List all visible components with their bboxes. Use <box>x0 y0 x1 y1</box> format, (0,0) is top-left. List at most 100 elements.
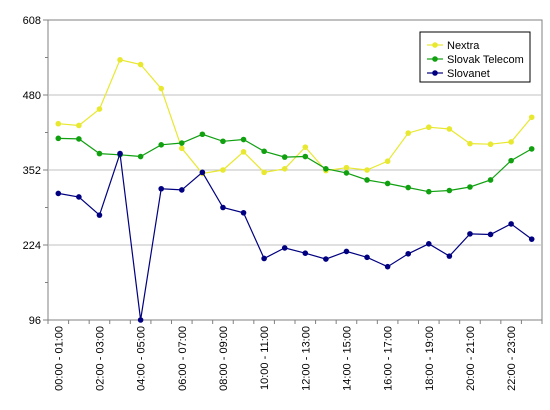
data-point <box>425 124 432 131</box>
data-point <box>55 190 62 197</box>
y-axis: 96 224 352 480 608 <box>23 15 48 327</box>
legend-label: Slovak Telecom <box>447 54 524 66</box>
data-point <box>323 256 329 262</box>
data-point <box>384 180 391 187</box>
y-tick-label: 96 <box>29 315 41 327</box>
x-axis: 00:00 - 01:00 02:00 - 03:00 04:00 - 05:00 0… <box>47 320 543 391</box>
data-point <box>446 187 453 194</box>
x-tick-label: 08:00 - 09:00 <box>218 326 230 391</box>
data-point <box>302 250 309 257</box>
data-point <box>240 209 247 216</box>
data-point <box>343 248 350 255</box>
legend-label: Nextra <box>447 40 480 52</box>
data-point <box>446 253 453 259</box>
series-line-0 <box>58 59 533 175</box>
data-point <box>281 245 288 251</box>
data-point <box>261 255 267 262</box>
data-point <box>199 169 206 176</box>
data-point <box>178 140 185 146</box>
data-point <box>281 166 288 172</box>
data-point <box>220 167 226 173</box>
data-point <box>55 135 62 142</box>
y-tick-label: 224 <box>23 240 41 252</box>
data-point <box>467 184 473 190</box>
y-tick-label: 480 <box>23 90 41 102</box>
data-point <box>178 145 185 152</box>
legend-marker <box>432 70 438 76</box>
data-point <box>199 131 206 138</box>
data-point <box>76 136 82 142</box>
data-point <box>446 126 453 132</box>
data-point <box>343 170 350 176</box>
series-line-2 <box>58 153 533 321</box>
data-point <box>343 164 350 171</box>
legend-label: Slovanet <box>447 68 490 80</box>
data-point <box>302 144 309 150</box>
data-point <box>137 317 144 323</box>
data-point <box>364 177 370 183</box>
data-point <box>55 120 62 127</box>
data-point <box>240 149 247 155</box>
data-point <box>302 153 309 160</box>
series-line-1 <box>58 133 532 193</box>
data-point <box>76 194 82 200</box>
data-point <box>178 187 185 193</box>
data-point <box>508 157 514 164</box>
x-tick-label: 16:00 - 17:00 <box>383 326 395 391</box>
data-point <box>261 148 267 155</box>
data-point <box>425 241 432 247</box>
data-point <box>96 150 103 157</box>
x-tick-label: 10:00 - 11:00 <box>259 326 271 390</box>
data-point <box>117 150 123 157</box>
x-tick-label: 18:00 - 19:00 <box>424 326 436 391</box>
data-point <box>137 153 144 160</box>
data-point <box>467 231 473 237</box>
data-point <box>323 166 329 172</box>
data-point <box>384 158 391 165</box>
data-point <box>528 146 535 152</box>
data-point <box>528 114 535 121</box>
x-tick-label: 20:00 - 21:00 <box>465 326 477 391</box>
data-point <box>261 169 267 176</box>
data-point <box>384 263 391 270</box>
x-tick-label: 04:00 - 05:00 <box>136 326 148 391</box>
data-point <box>487 177 494 183</box>
y-tick-label: 608 <box>23 15 41 27</box>
data-point <box>220 204 226 211</box>
x-tick-label: 12:00 - 13:00 <box>300 326 312 391</box>
data-point <box>96 212 103 218</box>
data-point <box>508 139 514 145</box>
data-point <box>220 138 226 145</box>
data-point <box>405 250 412 257</box>
data-point <box>487 141 494 148</box>
legend-box <box>419 31 531 83</box>
data-point <box>467 140 473 147</box>
data-point <box>405 184 412 191</box>
x-tick-label: 06:00 - 07:00 <box>177 326 189 391</box>
data-point <box>76 122 82 129</box>
x-tick-label: 22:00 - 23:00 <box>506 326 518 391</box>
x-tick-label: 00:00 - 01:00 <box>53 326 65 391</box>
data-point <box>364 254 370 261</box>
data-point <box>405 130 412 136</box>
legend: Nextra Slovak Telecom Slovanet <box>419 31 531 83</box>
x-tick-label: 14:00 - 15:00 <box>341 326 353 391</box>
data-point <box>96 106 103 112</box>
data-point <box>158 185 165 192</box>
data-point <box>487 231 494 238</box>
data-point <box>240 136 247 143</box>
x-tick-label: 02:00 - 03:00 <box>94 326 106 391</box>
legend-marker <box>432 56 438 62</box>
data-point <box>508 221 514 227</box>
data-point <box>364 167 370 173</box>
legend-marker <box>432 42 438 48</box>
data-point <box>528 236 535 242</box>
data-point <box>117 57 123 63</box>
data-point <box>137 61 144 68</box>
data-point <box>158 85 165 92</box>
series-group <box>55 57 535 323</box>
data-point <box>281 154 288 160</box>
data-point <box>158 142 165 148</box>
y-tick-label: 352 <box>23 165 41 177</box>
